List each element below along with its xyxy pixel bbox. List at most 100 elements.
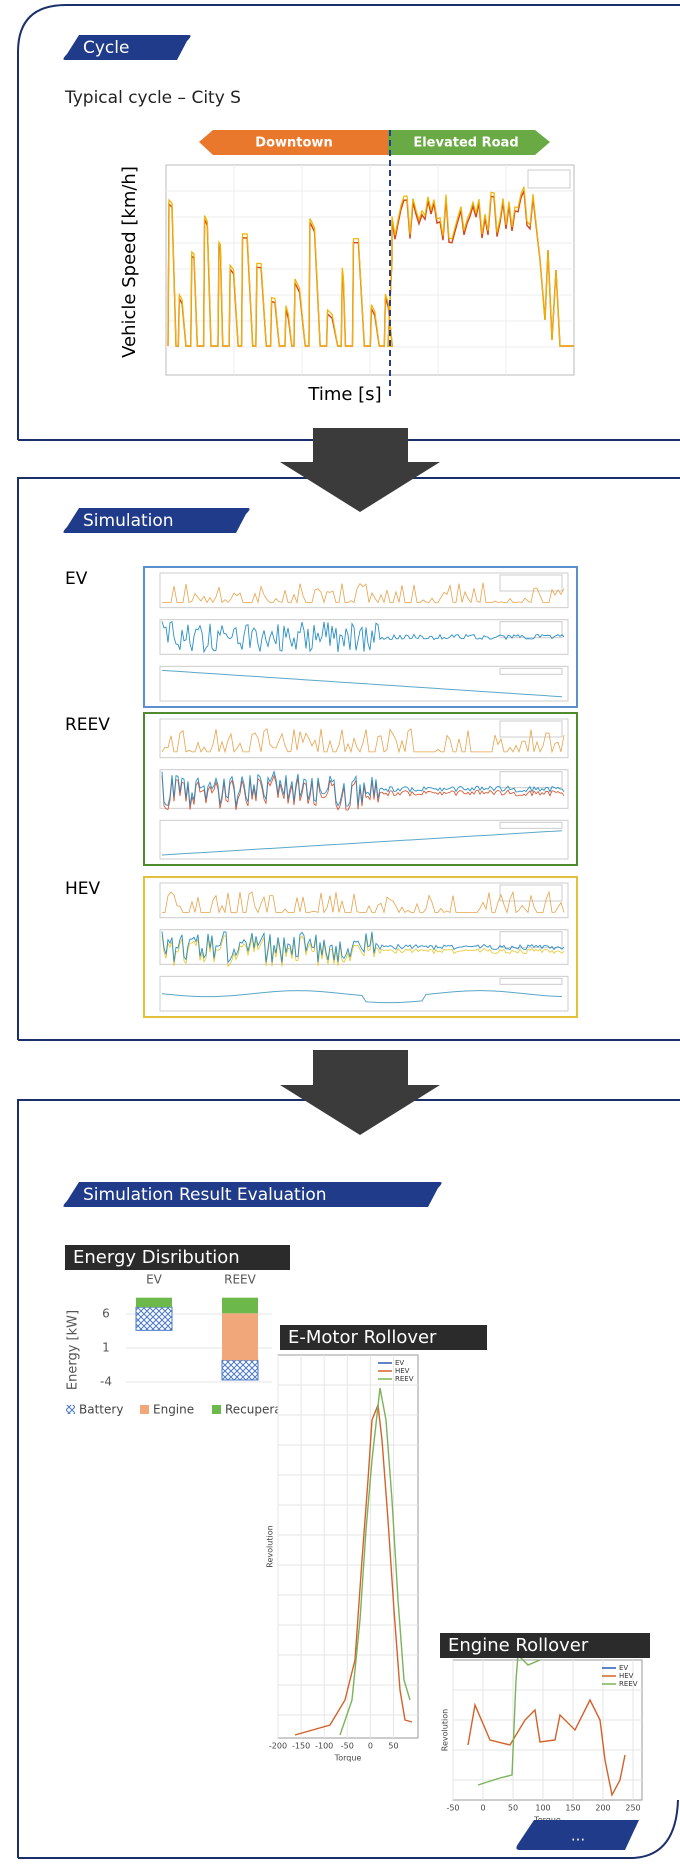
sim-legend bbox=[499, 884, 563, 902]
y-axis-label: Energy [kW] bbox=[66, 1310, 81, 1390]
section-tag bbox=[63, 508, 250, 533]
sim-legend bbox=[499, 667, 563, 675]
trace bbox=[161, 669, 563, 698]
y-tick-label: 6 bbox=[102, 1307, 110, 1321]
rollover-curve bbox=[294, 1404, 413, 1736]
x-tick-label: EV bbox=[146, 1273, 163, 1287]
panel-label: HEV bbox=[65, 879, 101, 899]
sim-legend bbox=[499, 771, 563, 789]
section-tag-label: Simulation Result Evaluation bbox=[83, 1185, 327, 1205]
phase-banner bbox=[388, 130, 550, 155]
sim-subplot bbox=[159, 665, 569, 702]
sim-subplot bbox=[159, 975, 569, 1012]
x-tick-label: 50 bbox=[508, 1804, 518, 1813]
section-tag bbox=[63, 35, 191, 60]
legend-label: EV bbox=[619, 1664, 628, 1672]
x-tick-label: 250 bbox=[625, 1804, 640, 1813]
x-axis-label: Torque bbox=[334, 1754, 362, 1763]
legend-label: REEV bbox=[619, 1680, 638, 1688]
rollover-curve bbox=[467, 1698, 626, 1798]
down-arrow bbox=[280, 428, 440, 512]
sim-subplot bbox=[159, 572, 569, 609]
legend-label: HEV bbox=[619, 1672, 634, 1680]
x-tick-label: -200 bbox=[269, 1742, 287, 1751]
legend-label: EV bbox=[395, 1359, 404, 1367]
label-box bbox=[65, 1245, 290, 1270]
sim-legend bbox=[499, 720, 563, 738]
label-text: Engine Rollover bbox=[448, 1635, 589, 1656]
x-tick-label: 0 bbox=[480, 1804, 485, 1813]
x-tick-label: 150 bbox=[565, 1804, 580, 1813]
x-tick-label: -50 bbox=[341, 1742, 354, 1751]
trace bbox=[161, 830, 563, 856]
sim-panel bbox=[143, 712, 578, 866]
y-tick-label: -4 bbox=[100, 1375, 112, 1389]
x-tick-label: 100 bbox=[535, 1804, 550, 1813]
plot-legend bbox=[527, 169, 571, 189]
x-axis-label: Time [s] bbox=[307, 384, 381, 405]
legend-label: Engine bbox=[153, 1403, 194, 1417]
more-button[interactable] bbox=[516, 1820, 639, 1850]
sim-subplot bbox=[159, 769, 569, 809]
rollover-curve bbox=[339, 1387, 411, 1736]
trace bbox=[161, 728, 565, 754]
section-frame bbox=[17, 1099, 680, 1859]
trace bbox=[161, 931, 565, 964]
section-frame bbox=[17, 477, 680, 1041]
sim-legend bbox=[499, 621, 563, 639]
section-tag-label: Simulation bbox=[83, 511, 174, 531]
legend-swatch bbox=[66, 1405, 75, 1414]
sim-subplot bbox=[159, 819, 569, 860]
x-tick-label: -100 bbox=[315, 1742, 333, 1751]
cycle-subtitle: Typical cycle – City S bbox=[64, 88, 241, 108]
x-tick-label: 50 bbox=[388, 1742, 398, 1751]
x-tick-label: -50 bbox=[446, 1804, 459, 1813]
sim-legend bbox=[499, 931, 563, 949]
sim-subplot bbox=[159, 929, 569, 965]
phase-label: Elevated Road bbox=[413, 136, 518, 151]
y-tick-label: 1 bbox=[102, 1341, 110, 1355]
phase-label: Downtown bbox=[255, 136, 332, 151]
phase-banner bbox=[199, 130, 388, 155]
trace bbox=[161, 620, 565, 654]
trace bbox=[161, 770, 565, 807]
bar-segment bbox=[136, 1297, 172, 1308]
label-box bbox=[280, 1325, 487, 1350]
sim-legend bbox=[499, 821, 563, 829]
label-text: Energy Disribution bbox=[73, 1247, 240, 1268]
bar-segment bbox=[221, 1359, 259, 1381]
trace bbox=[162, 890, 565, 915]
x-tick-label: REEV bbox=[224, 1273, 257, 1287]
section-tag bbox=[63, 1182, 442, 1207]
sim-subplot bbox=[159, 619, 569, 655]
legend-label: REEV bbox=[395, 1375, 414, 1383]
bar-segment bbox=[135, 1306, 173, 1331]
legend-swatch bbox=[212, 1405, 221, 1414]
legend-label: Battery bbox=[79, 1403, 123, 1417]
sim-legend bbox=[499, 574, 563, 592]
sim-subplot bbox=[159, 718, 569, 759]
legend-swatch bbox=[140, 1405, 149, 1414]
trace bbox=[162, 582, 565, 605]
section-tag-label: Cycle bbox=[83, 38, 129, 58]
legend-label: Recuperat bbox=[225, 1403, 287, 1417]
speed-trace bbox=[167, 186, 574, 347]
down-arrow bbox=[280, 1050, 440, 1135]
sim-subplot bbox=[159, 882, 569, 919]
sim-legend bbox=[499, 977, 563, 985]
y-axis-label: Revolution bbox=[441, 1709, 450, 1751]
x-tick-label: 200 bbox=[595, 1804, 610, 1813]
label-text: E-Motor Rollover bbox=[288, 1327, 437, 1348]
bar-segment bbox=[222, 1297, 258, 1314]
rollover-plot bbox=[277, 1354, 419, 1739]
rollover-plot bbox=[452, 1659, 643, 1801]
y-axis-label: Vehicle Speed [km/h] bbox=[119, 166, 140, 358]
rollover-curve bbox=[477, 1653, 541, 1786]
x-tick-label: -150 bbox=[292, 1742, 310, 1751]
panel-label: EV bbox=[65, 569, 88, 589]
trace bbox=[161, 990, 563, 1004]
bar-segment bbox=[222, 1313, 258, 1361]
label-box bbox=[440, 1633, 650, 1658]
y-axis-label: Revolution bbox=[266, 1525, 275, 1567]
